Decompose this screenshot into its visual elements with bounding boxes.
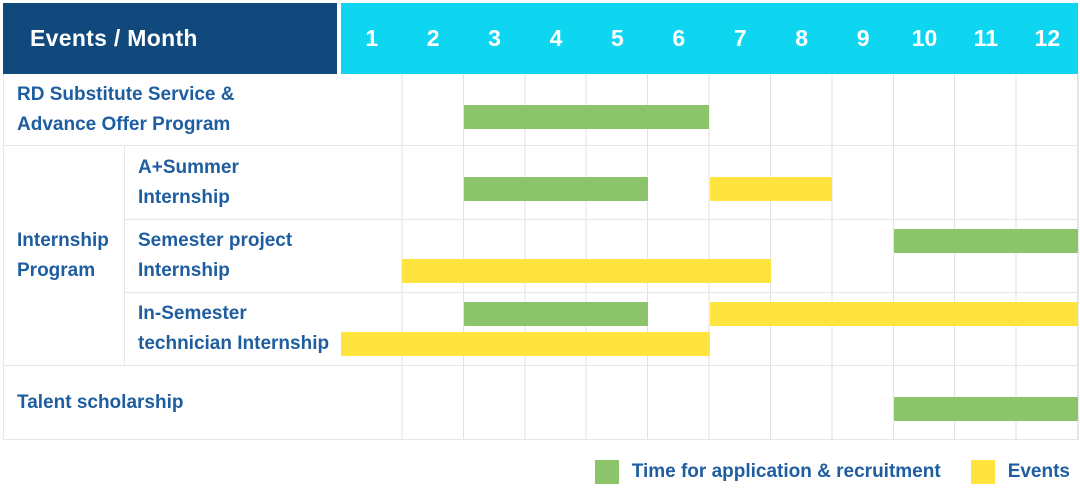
row-label-rd-substitute: RD Substitute Service & Advance Offer Pr…	[4, 74, 341, 146]
month-header-5: 5	[611, 25, 624, 51]
row-label-line: Advance Offer Program	[17, 113, 231, 135]
legend-item-events: Events	[970, 460, 1070, 484]
month-header-strip: 1 2 3 4 5 6 7 8 9 10 11 12	[341, 3, 1078, 74]
gantt-bar-events	[709, 302, 1078, 326]
group-label-internship-program: Internship Program	[4, 146, 124, 366]
gantt-bar-events	[402, 259, 771, 283]
bar-lane-rd-substitute	[341, 74, 1078, 146]
month-header-10: 10	[911, 25, 938, 51]
row-label-semester-project: Semester project Internship	[124, 220, 341, 293]
row-label-talent-scholarship: Talent scholarship	[4, 366, 341, 440]
row-label-line: Internship	[138, 260, 230, 281]
gantt-bar-events	[341, 332, 710, 356]
group-label-line: Internship	[17, 229, 109, 251]
bar-lane-a-plus-summer	[341, 146, 1078, 220]
gantt-bar-application	[463, 177, 649, 201]
table-header: Events / Month 1 2 3 4 5 6 7 8 9 10 11 12	[3, 3, 1078, 74]
month-header-8: 8	[795, 25, 809, 51]
month-header-2: 2	[426, 25, 440, 51]
bar-lane-in-semester-technician	[341, 293, 1078, 366]
month-header-4: 4	[549, 25, 563, 51]
legend: Time for application & recruitment Event…	[3, 460, 1078, 484]
month-header-12: 12	[1034, 25, 1061, 51]
month-header-3: 3	[488, 25, 501, 51]
row-label-a-plus-summer: A+Summer Internship	[124, 146, 341, 220]
legend-label: Events	[1007, 461, 1070, 482]
month-header-6: 6	[672, 25, 686, 51]
gantt-bar-application	[893, 397, 1078, 421]
gantt-bar-events	[709, 177, 833, 201]
row-label-line: A+Summer	[138, 156, 239, 178]
row-label-in-semester-technician: In-Semester technician Internship	[124, 293, 341, 366]
corner-header-events-month: Events / Month	[3, 3, 337, 74]
month-header-1: 1	[365, 25, 379, 51]
legend-label: Time for application & recruitment	[631, 461, 941, 482]
month-header-11: 11	[973, 25, 999, 51]
bar-lane-semester-project	[341, 220, 1078, 293]
gantt-bar-application	[893, 229, 1078, 253]
row-label-line: Semester project	[138, 230, 293, 251]
row-label-line: technician Internship	[138, 333, 330, 354]
legend-item-application: Time for application & recruitment	[594, 460, 941, 484]
row-label-line: RD Substitute Service &	[17, 83, 235, 105]
row-label-line: In-Semester	[138, 303, 247, 324]
group-label-line: Program	[17, 259, 96, 281]
row-label-line: Talent scholarship	[17, 391, 184, 413]
schedule-grid: RD Substitute Service & Advance Offer Pr…	[3, 74, 1079, 440]
gantt-bar-application	[463, 105, 710, 129]
bar-lane-talent-scholarship	[341, 366, 1078, 440]
green-swatch-icon	[594, 460, 619, 484]
month-header-7: 7	[733, 25, 747, 51]
yellow-swatch-icon	[970, 460, 995, 484]
month-header-9: 9	[856, 25, 870, 51]
gantt-bar-application	[463, 302, 649, 326]
row-label-line: Internship	[138, 186, 230, 208]
